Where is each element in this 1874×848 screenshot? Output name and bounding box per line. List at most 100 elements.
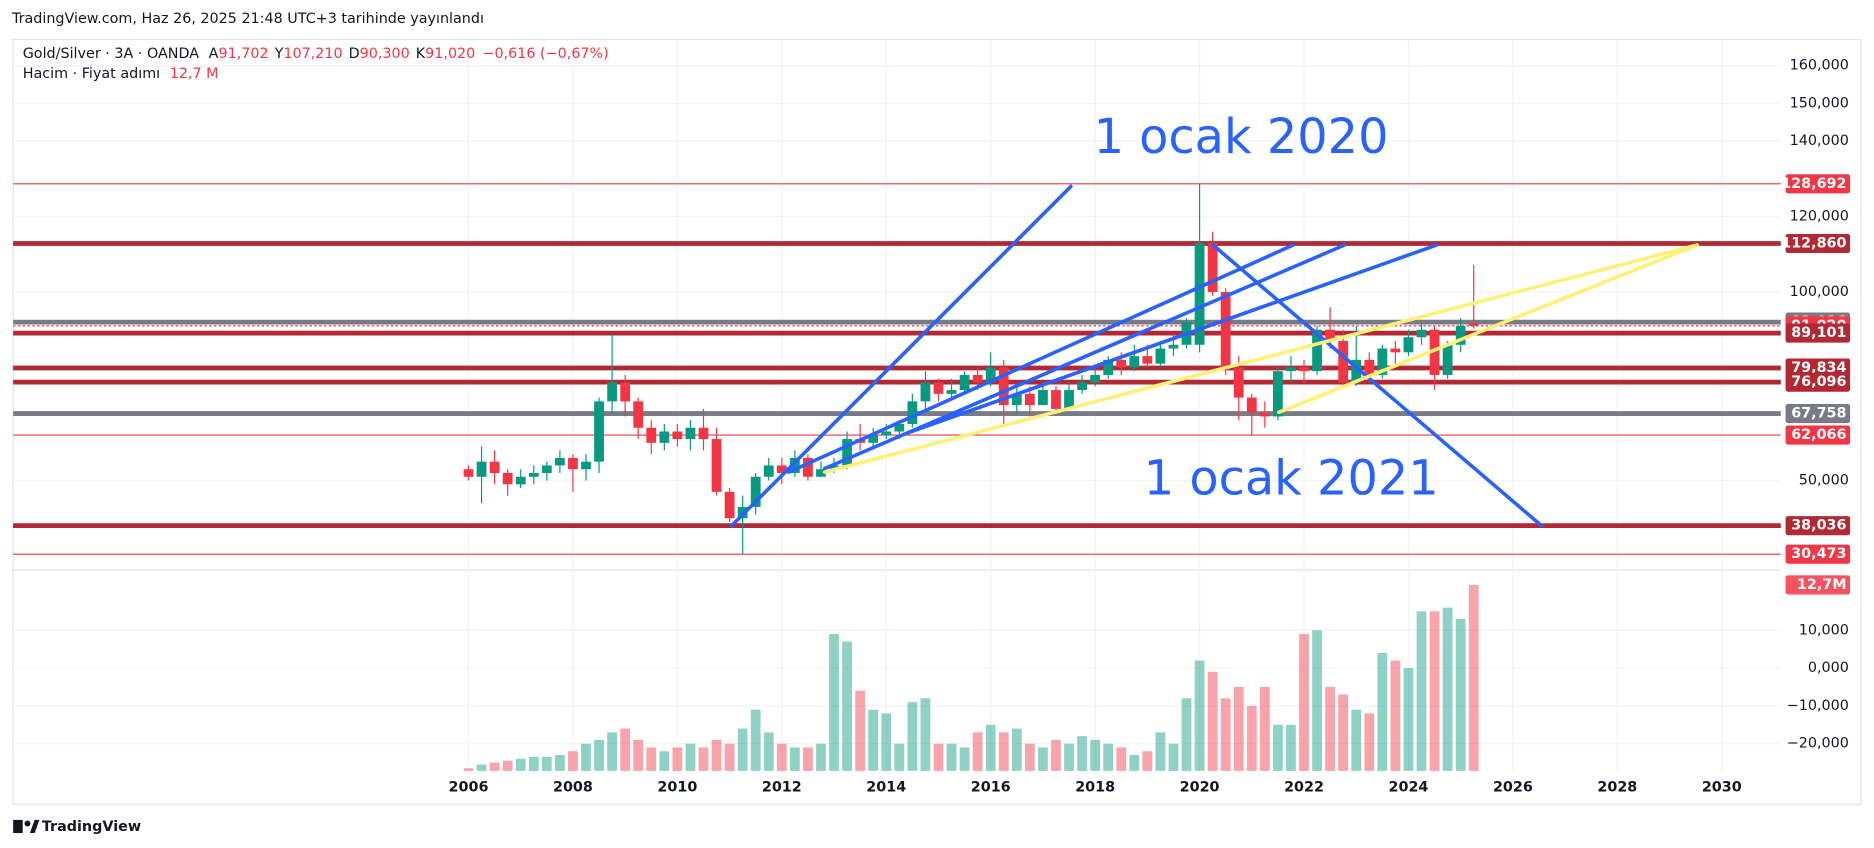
x-tick-label: 2020 <box>1180 780 1220 796</box>
x-tick-label: 2018 <box>1075 780 1115 796</box>
volume-bar <box>711 739 722 771</box>
x-tick-label: 2028 <box>1597 780 1637 796</box>
volume-bar <box>659 751 670 771</box>
volume-bar <box>1338 694 1349 771</box>
price-tag-label: 128,692 <box>1781 176 1846 192</box>
candle-body <box>907 401 918 424</box>
candle-body <box>633 401 644 428</box>
volume-tick-label: 10,000 <box>1799 622 1849 638</box>
volume-bar <box>489 762 500 771</box>
volume-tick-label: −10,000 <box>1787 698 1849 714</box>
volume-bar <box>515 758 526 771</box>
x-tick-label: 2014 <box>866 780 906 796</box>
price-tag-label: 67,758 <box>1791 406 1846 422</box>
x-tick-label: 2026 <box>1493 780 1533 796</box>
volume-bar <box>1403 668 1414 771</box>
candle-body <box>868 435 879 443</box>
price-tag-label: 30,473 <box>1791 546 1846 562</box>
candle-body <box>842 439 852 466</box>
x-tick-label: 2008 <box>553 780 593 796</box>
volume-bar <box>1442 607 1453 771</box>
candle-body <box>698 427 709 440</box>
volume-bar <box>463 768 474 771</box>
volume-bar <box>1064 743 1074 771</box>
volume-bar <box>998 732 1009 771</box>
volume-bar <box>1207 671 1218 771</box>
candle-body <box>476 461 487 477</box>
price-tag-label: 62,066 <box>1791 427 1846 443</box>
price-tag-label: 38,036 <box>1791 518 1846 534</box>
y-tick-label: 150,000 <box>1790 95 1849 111</box>
volume-bar <box>816 743 826 771</box>
candle-body <box>1103 359 1114 375</box>
y-tick-label: 160,000 <box>1790 58 1849 74</box>
candle-body <box>1416 329 1427 338</box>
volume-bar <box>907 702 918 771</box>
volume-tick-label: −20,000 <box>1787 736 1849 752</box>
volume-bar <box>1129 755 1140 771</box>
volume-bar <box>1246 705 1257 771</box>
volume-bar <box>502 760 513 771</box>
volume-bar <box>1390 660 1401 771</box>
volume-bar <box>1416 611 1427 771</box>
candle-body <box>1064 390 1074 409</box>
y-tick-label: 100,000 <box>1790 284 1849 300</box>
volume-legend: Hacim · Fiyat adımı 12,7 M <box>23 66 219 82</box>
logo-mark <box>24 820 31 827</box>
volume-bar <box>1011 728 1022 771</box>
volume-bar <box>1377 652 1388 771</box>
volume-bar <box>933 743 944 771</box>
chart-frame <box>12 38 1862 805</box>
candle-body <box>1038 390 1048 406</box>
candle-body <box>489 461 500 473</box>
volume-bar <box>1233 686 1244 771</box>
candle-body <box>985 367 996 383</box>
volume-bar <box>1103 743 1114 771</box>
volume-bar <box>1325 686 1336 771</box>
logo-mark <box>29 819 40 834</box>
candle-body <box>646 427 657 443</box>
volume-bar <box>1168 743 1179 771</box>
trend-line <box>1277 243 1699 415</box>
candle-body <box>1312 329 1322 372</box>
candle-body <box>1090 374 1101 383</box>
price-tag <box>1785 544 1851 564</box>
candle-body <box>515 476 526 485</box>
candle-body <box>1338 341 1349 383</box>
candle-body <box>881 431 892 436</box>
volume-bar <box>829 634 839 771</box>
candle-body <box>724 491 735 519</box>
volume-bar <box>1181 698 1192 771</box>
x-tick-label: 2016 <box>971 780 1011 796</box>
ohlc-value: 90,300 <box>360 46 410 62</box>
candle-body <box>1468 323 1479 326</box>
y-tick-label: 140,000 <box>1790 133 1849 149</box>
price-tag <box>1785 323 1851 343</box>
volume-bar <box>1351 709 1362 771</box>
candle-body <box>1273 371 1283 417</box>
ohlc-key: K <box>416 46 426 62</box>
x-tick-label: 2012 <box>762 780 802 796</box>
volume-bar <box>1468 584 1479 771</box>
logo-mark <box>13 819 23 834</box>
price-tag <box>1785 516 1851 536</box>
volume-bar <box>1259 686 1270 771</box>
x-tick-label: 2006 <box>449 780 489 796</box>
candle-body <box>568 457 578 470</box>
trend-line <box>1211 243 1544 528</box>
volume-bar <box>946 743 957 771</box>
volume-tag <box>1785 575 1851 595</box>
volume-bar <box>1090 739 1101 771</box>
volume-bar <box>803 747 813 771</box>
candle-body <box>581 461 591 470</box>
x-tick-label: 2030 <box>1702 780 1742 796</box>
candle-body <box>1220 291 1231 368</box>
brand: TradingView <box>42 819 141 835</box>
price-tag-label: 89,101 <box>1791 325 1846 341</box>
candle-body <box>933 382 944 394</box>
volume-bar <box>789 747 800 771</box>
candle-body <box>1364 359 1375 375</box>
volume-bar <box>646 747 657 771</box>
